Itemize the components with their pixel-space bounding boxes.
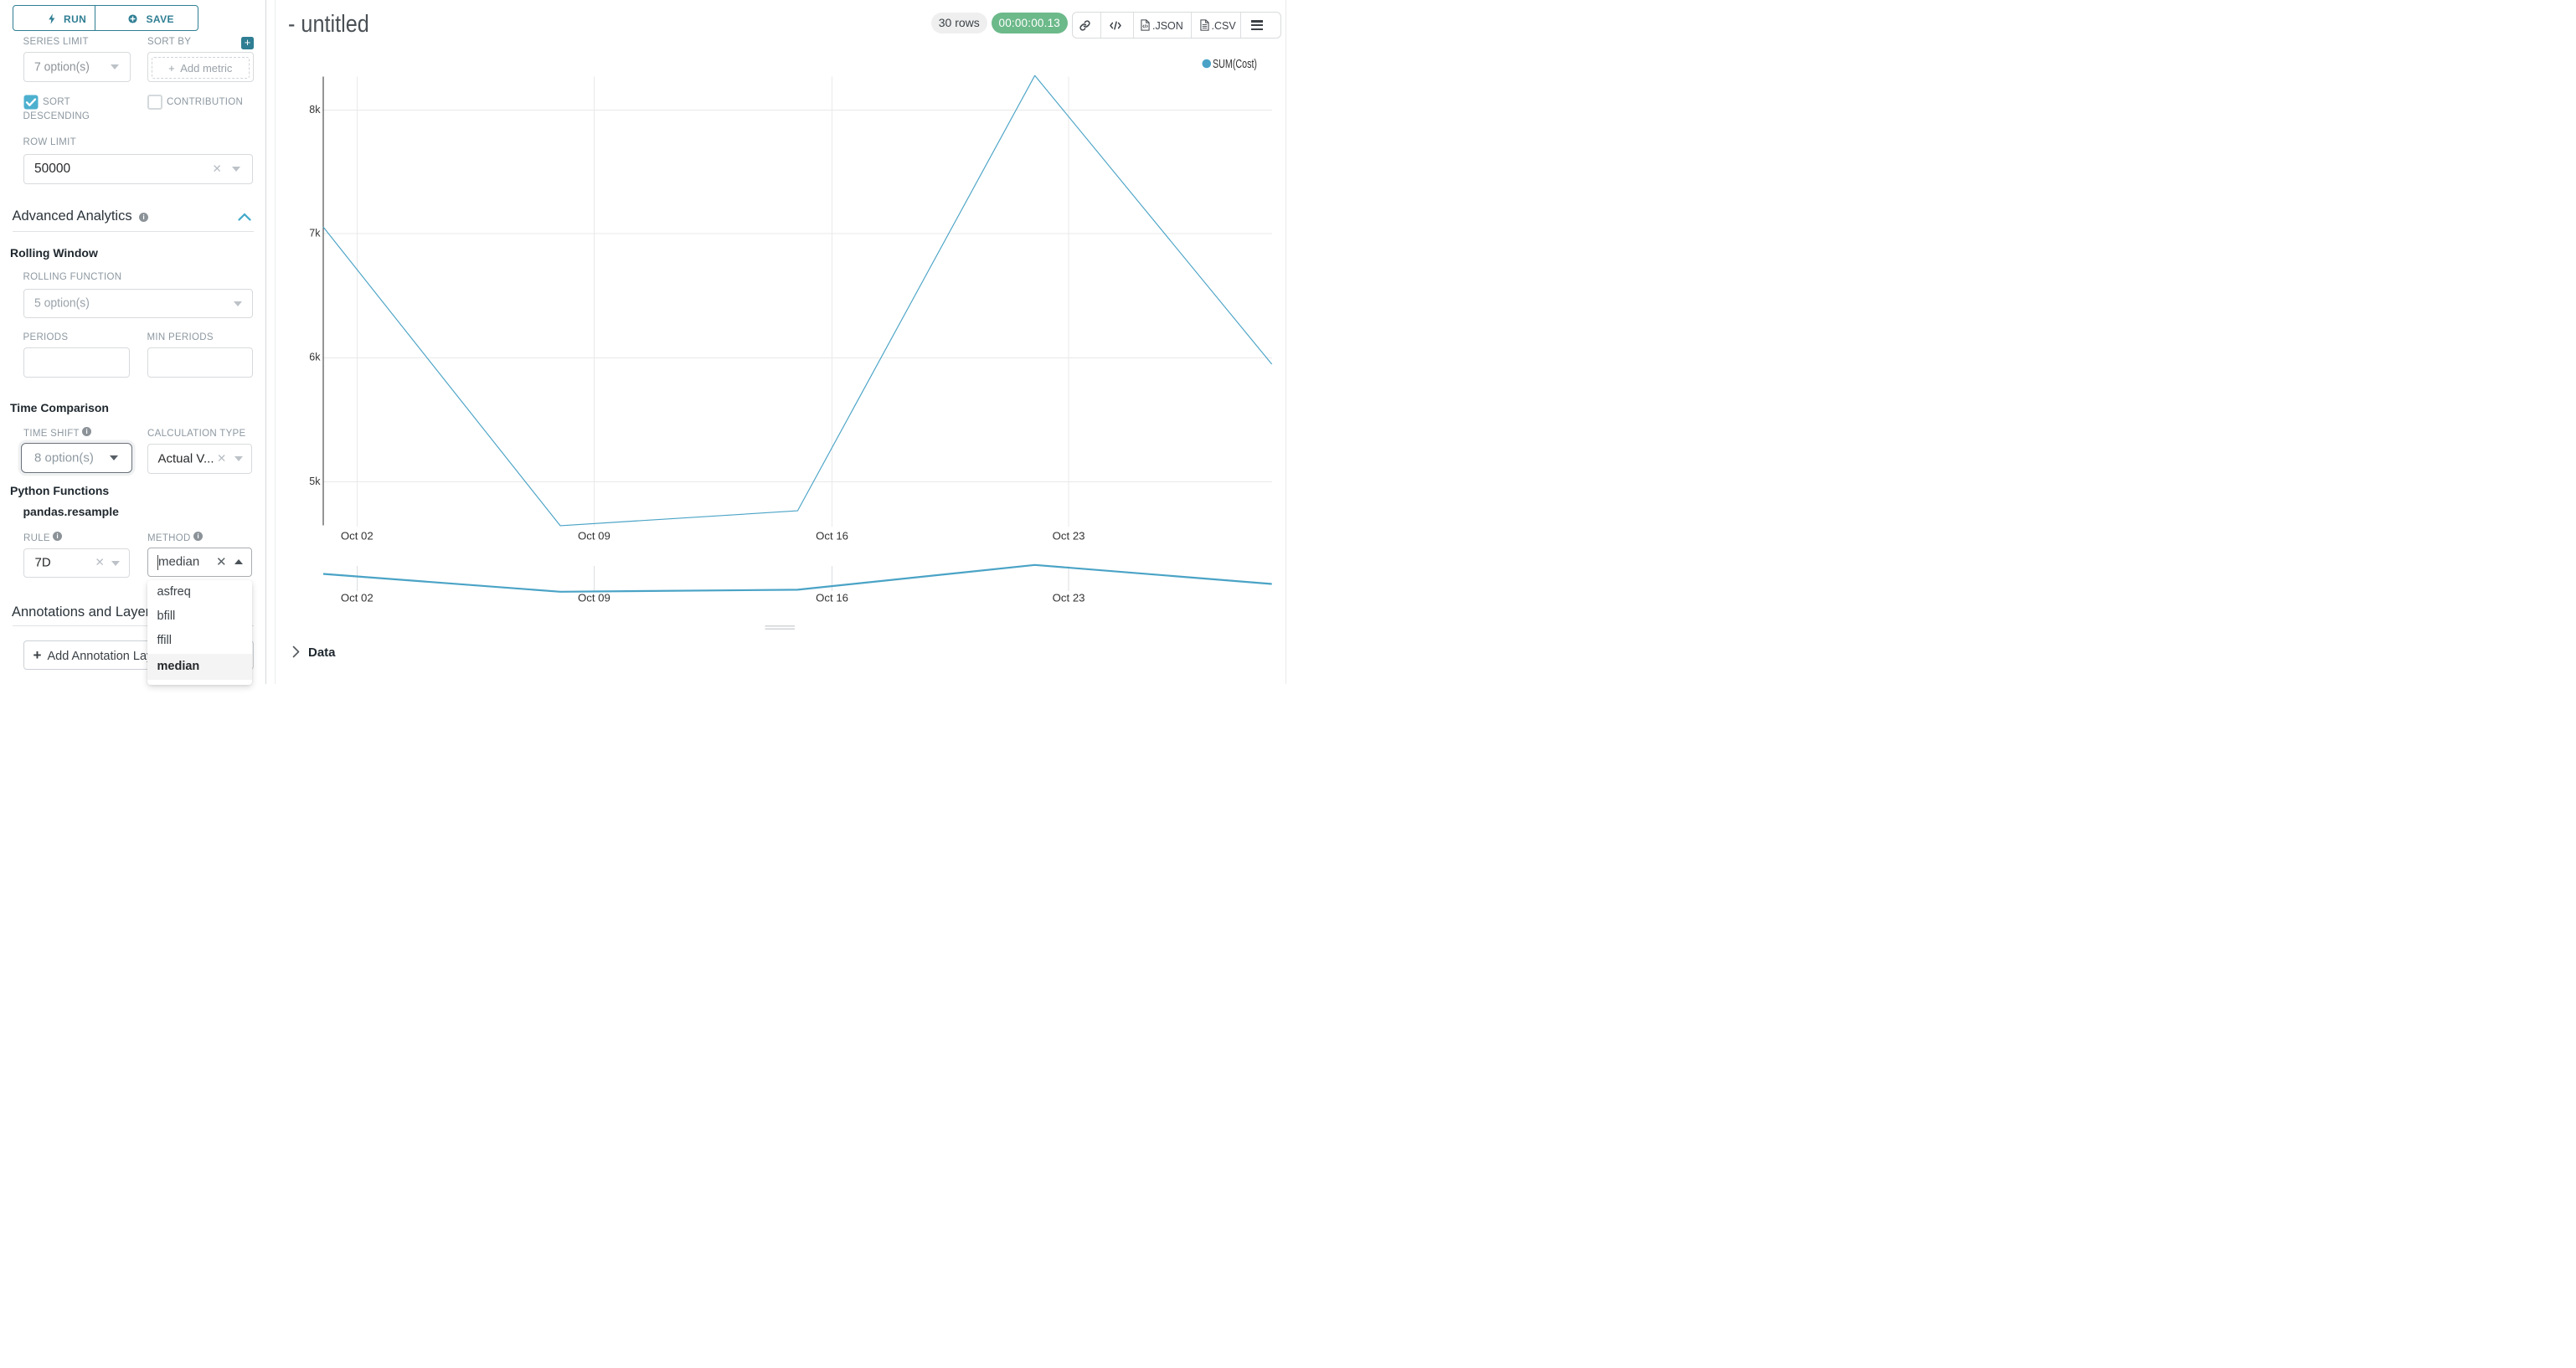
svg-text:Oct 02: Oct 02 (341, 530, 374, 543)
svg-text:SUM(Cost): SUM(Cost) (1213, 58, 1257, 71)
svg-text:Oct 02: Oct 02 (341, 592, 374, 604)
svg-text:Oct 23: Oct 23 (1053, 592, 1085, 604)
svg-text:Oct 16: Oct 16 (816, 530, 848, 543)
svg-text:6k: 6k (309, 352, 321, 363)
svg-text:5k: 5k (309, 476, 321, 487)
svg-text:Oct 23: Oct 23 (1053, 530, 1085, 543)
svg-text:8k: 8k (309, 104, 321, 116)
svg-text:7k: 7k (309, 228, 321, 239)
svg-text:Oct 09: Oct 09 (578, 530, 611, 543)
svg-text:Data: Data (308, 645, 336, 660)
svg-text:Oct 16: Oct 16 (816, 592, 848, 604)
svg-text:Oct 09: Oct 09 (578, 592, 611, 604)
